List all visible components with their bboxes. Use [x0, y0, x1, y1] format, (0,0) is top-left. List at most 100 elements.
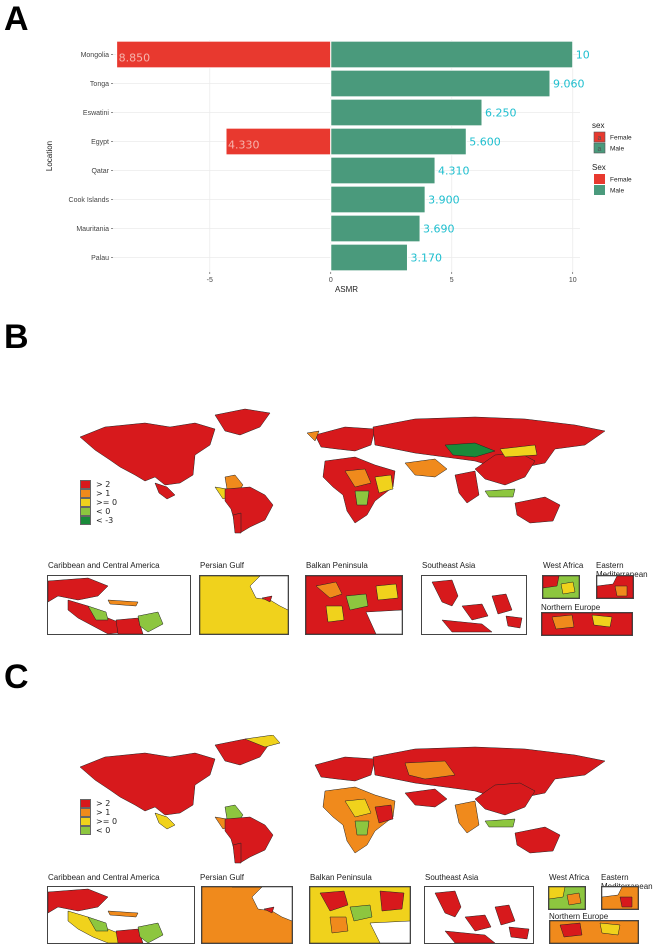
tick-label-x: 5	[450, 277, 454, 284]
data-label: 4.310	[438, 165, 470, 178]
inset-persian-gulf-b	[199, 575, 289, 635]
inset-caribbean-b	[47, 575, 191, 635]
legend-swatch	[80, 498, 91, 507]
legend-label: < 0	[96, 507, 111, 516]
bar	[330, 243, 408, 272]
legend-label: > 1	[96, 489, 111, 498]
tick-label-y: Mongolia	[81, 52, 110, 59]
legend-swatch	[80, 817, 91, 826]
inset-west-africa-b	[542, 575, 580, 599]
panel-letter-a: A	[4, 0, 29, 38]
data-label: 4.330	[228, 139, 260, 152]
legend-entry: > 2	[80, 480, 117, 489]
legend-swatch	[80, 799, 91, 808]
bar	[330, 98, 483, 127]
bar	[330, 214, 421, 243]
legend-entry: < -3	[80, 516, 117, 525]
inset-title: Northern Europe	[549, 912, 609, 921]
x-axis-title: ASMR	[335, 285, 358, 294]
inset-title: Persian Gulf	[200, 561, 245, 570]
legend-label: > 2	[96, 799, 111, 808]
legend-swatch	[80, 480, 91, 489]
legend-label: >= 0	[96, 817, 118, 826]
legend-entry: >= 0	[80, 817, 117, 826]
legend-label: < -3	[96, 516, 114, 525]
inset-title: West Africa	[549, 873, 590, 882]
world-map-b	[79, 408, 606, 534]
tick-label-y: Cook Islands	[69, 197, 110, 204]
legend-entry: > 1	[80, 489, 117, 498]
legend-swatch-glyph: a	[598, 135, 602, 142]
legend-swatch	[80, 826, 91, 835]
inset-eastern-mediterranean-b	[596, 575, 634, 599]
world-map-c	[79, 735, 606, 864]
data-label: 3.900	[428, 194, 460, 207]
tick-label-x: 10	[569, 277, 577, 284]
inset-title: Persian Gulf	[200, 873, 245, 882]
tick-label-y: Egypt	[91, 139, 109, 146]
inset-title: West Africa	[543, 561, 584, 570]
legend-swatch	[593, 142, 606, 154]
legend-swatch	[594, 185, 605, 195]
panel-letter-b: B	[4, 318, 29, 356]
legend-label: > 2	[96, 480, 111, 489]
legend-label: >= 0	[96, 498, 118, 507]
inset-caribbean-c	[47, 886, 195, 944]
inset-persian-gulf-c	[201, 886, 293, 944]
inset-balkan-b	[305, 575, 403, 635]
data-label: 10	[576, 49, 590, 62]
data-label: 5.600	[469, 136, 501, 149]
legend-swatch	[80, 516, 91, 525]
tick-label-x: 0	[329, 277, 333, 284]
inset-title: Eastern Mediterranean	[596, 561, 648, 579]
map-legend-b: > 2 > 1 >= 0 < 0 < -3	[80, 480, 117, 525]
legend-label: Female	[610, 177, 632, 184]
inset-title: Caribbean and Central America	[48, 561, 160, 570]
inset-title: Balkan Peninsula	[306, 561, 368, 570]
data-label: 9.060	[553, 78, 585, 91]
data-label: 6.250	[485, 107, 516, 120]
tick-label-y: Qatar	[91, 168, 109, 175]
inset-west-africa-c	[548, 886, 586, 910]
legend-title: Sex	[592, 163, 606, 172]
inset-northern-europe-b	[541, 612, 633, 636]
bar	[330, 156, 436, 185]
legend-swatch	[594, 174, 605, 184]
legend-entry: >= 0	[80, 498, 117, 507]
legend-swatch	[593, 131, 606, 143]
inset-title: Southeast Asia	[425, 873, 479, 882]
map-legend-c: > 2 > 1 >= 0 < 0	[80, 799, 117, 835]
data-label: 8.850	[119, 52, 151, 65]
legend-title: sex	[592, 121, 604, 130]
legend-swatch	[80, 489, 91, 498]
legend-label: Female	[610, 135, 632, 142]
inset-title: Southeast Asia	[422, 561, 476, 570]
inset-title: Balkan Peninsula	[310, 873, 372, 882]
legend-label: Male	[610, 146, 624, 153]
panel-letter-c: C	[4, 658, 29, 696]
inset-title: Northern Europe	[541, 603, 601, 612]
tick-label-y: Eswatini	[83, 110, 110, 117]
inset-southeast-asia-c	[424, 886, 534, 944]
legend-swatch-glyph: a	[598, 146, 602, 153]
tick-label-y: Palau	[91, 255, 109, 262]
legend-label: Male	[610, 188, 624, 195]
bar	[330, 40, 574, 69]
legend-entry: > 1	[80, 808, 117, 817]
legend-label: < 0	[96, 826, 111, 835]
tick-label-x: -5	[207, 277, 213, 284]
tick-label-y: Tonga	[90, 81, 109, 88]
inset-southeast-asia-b	[421, 575, 527, 635]
bar	[330, 127, 467, 156]
legend-label: > 1	[96, 808, 111, 817]
legend-swatch	[80, 808, 91, 817]
legend-entry: > 2	[80, 799, 117, 808]
inset-eastern-mediterranean-c	[601, 886, 639, 910]
inset-northern-europe-c	[549, 920, 639, 944]
bar	[225, 127, 332, 156]
bar	[330, 69, 551, 98]
tick-label-y: Mauritania	[76, 226, 109, 233]
legend-swatch	[80, 507, 91, 516]
bar	[330, 185, 426, 214]
y-axis-title: Location	[45, 141, 54, 171]
